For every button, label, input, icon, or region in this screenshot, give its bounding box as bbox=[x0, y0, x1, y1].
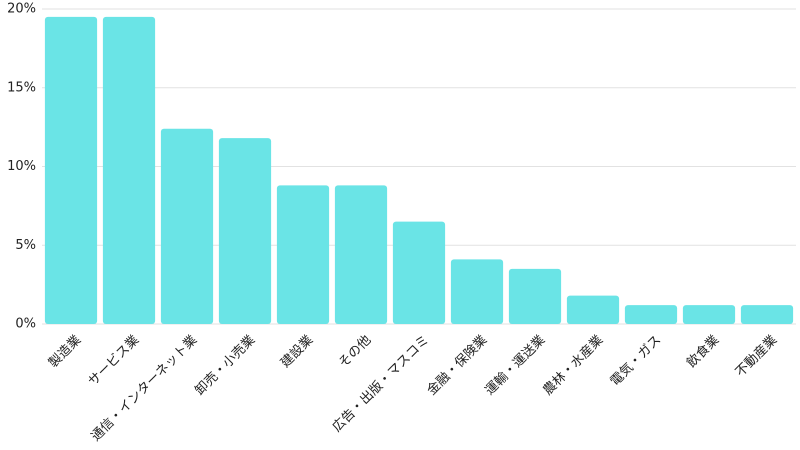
x-tick-label: 金融・保険業 bbox=[424, 332, 490, 398]
x-tick-label: 不動産業 bbox=[732, 332, 780, 380]
bar bbox=[682, 305, 736, 324]
x-tick-label: 通信・インターネット業 bbox=[88, 332, 200, 444]
x-tick-label: 卸売・小売業 bbox=[192, 332, 258, 398]
bar bbox=[334, 185, 388, 324]
x-tick-label: サービス業 bbox=[85, 332, 142, 389]
bar bbox=[102, 16, 156, 324]
bar bbox=[160, 128, 214, 324]
bar bbox=[508, 268, 562, 324]
y-tick-label: 20% bbox=[7, 2, 36, 17]
bar bbox=[218, 138, 272, 324]
y-tick-label: 5% bbox=[15, 238, 36, 253]
bar bbox=[740, 305, 794, 324]
x-tick-label: 電気・ガス bbox=[607, 332, 664, 389]
x-tick-label: その他 bbox=[336, 333, 374, 371]
x-tick-label: 農林・水産業 bbox=[540, 332, 606, 398]
x-tick-label: 飲食業 bbox=[683, 332, 722, 371]
x-tick-label: 運輸・運送業 bbox=[482, 332, 548, 398]
y-tick-label: 0% bbox=[15, 317, 36, 332]
bar bbox=[624, 305, 678, 324]
bar bbox=[450, 259, 504, 324]
x-tick-label: 建設業 bbox=[277, 332, 316, 371]
y-tick-label: 15% bbox=[7, 80, 36, 95]
bar bbox=[276, 185, 330, 324]
bar bbox=[566, 295, 620, 324]
y-tick-label: 10% bbox=[7, 159, 36, 174]
x-tick-label: 広告・出版・マスコミ bbox=[330, 333, 433, 436]
x-tick-label: 製造業 bbox=[45, 332, 84, 371]
bar bbox=[44, 16, 98, 324]
bar bbox=[392, 221, 446, 324]
